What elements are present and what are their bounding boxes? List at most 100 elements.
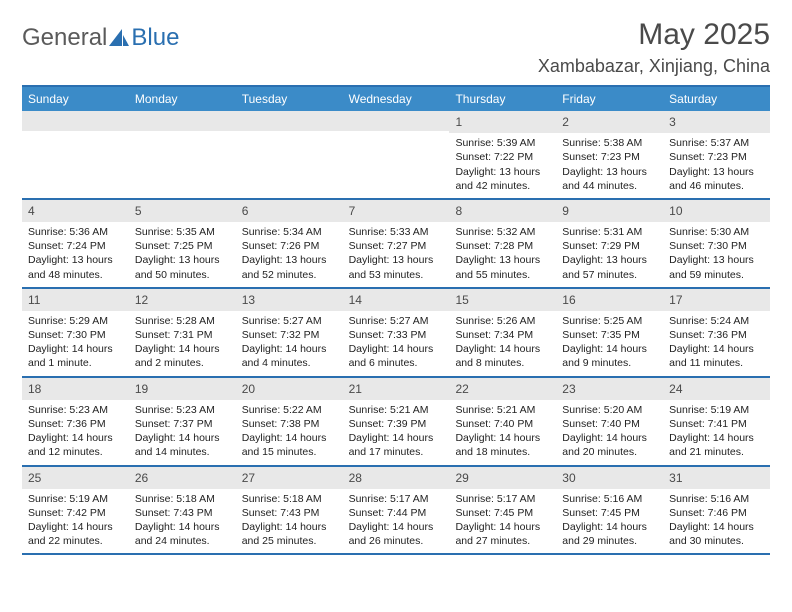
day-cell: 9Sunrise: 5:31 AMSunset: 7:29 PMDaylight…	[556, 200, 663, 287]
day-cell: 13Sunrise: 5:27 AMSunset: 7:32 PMDayligh…	[236, 289, 343, 376]
month-title: May 2025	[538, 18, 770, 52]
day-number: 26	[129, 467, 236, 489]
daylight-text: Daylight: 14 hours and 30 minutes.	[669, 520, 764, 548]
sunrise-text: Sunrise: 5:35 AM	[135, 225, 230, 239]
day-body: Sunrise: 5:30 AMSunset: 7:30 PMDaylight:…	[663, 222, 770, 287]
day-cell: 27Sunrise: 5:18 AMSunset: 7:43 PMDayligh…	[236, 467, 343, 554]
sunrise-text: Sunrise: 5:29 AM	[28, 314, 123, 328]
sunrise-text: Sunrise: 5:19 AM	[28, 492, 123, 506]
daylight-text: Daylight: 14 hours and 22 minutes.	[28, 520, 123, 548]
sunset-text: Sunset: 7:42 PM	[28, 506, 123, 520]
daylight-text: Daylight: 14 hours and 8 minutes.	[455, 342, 550, 370]
day-body: Sunrise: 5:17 AMSunset: 7:45 PMDaylight:…	[449, 489, 556, 554]
day-cell: 1Sunrise: 5:39 AMSunset: 7:22 PMDaylight…	[449, 111, 556, 198]
sunrise-text: Sunrise: 5:25 AM	[562, 314, 657, 328]
day-body: Sunrise: 5:33 AMSunset: 7:27 PMDaylight:…	[343, 222, 450, 287]
daylight-text: Daylight: 13 hours and 50 minutes.	[135, 253, 230, 281]
sunrise-text: Sunrise: 5:17 AM	[455, 492, 550, 506]
day-number: 17	[663, 289, 770, 311]
sunset-text: Sunset: 7:32 PM	[242, 328, 337, 342]
daylight-text: Daylight: 14 hours and 15 minutes.	[242, 431, 337, 459]
week-row: 11Sunrise: 5:29 AMSunset: 7:30 PMDayligh…	[22, 289, 770, 378]
logo: General Blue	[22, 24, 179, 52]
week-row: 25Sunrise: 5:19 AMSunset: 7:42 PMDayligh…	[22, 467, 770, 556]
daylight-text: Daylight: 14 hours and 20 minutes.	[562, 431, 657, 459]
sunrise-text: Sunrise: 5:16 AM	[562, 492, 657, 506]
sunset-text: Sunset: 7:35 PM	[562, 328, 657, 342]
daylight-text: Daylight: 14 hours and 4 minutes.	[242, 342, 337, 370]
day-cell: 14Sunrise: 5:27 AMSunset: 7:33 PMDayligh…	[343, 289, 450, 376]
day-number: 9	[556, 200, 663, 222]
logo-text-2: Blue	[131, 24, 179, 52]
sunset-text: Sunset: 7:45 PM	[562, 506, 657, 520]
day-cell: 25Sunrise: 5:19 AMSunset: 7:42 PMDayligh…	[22, 467, 129, 554]
dow-tue: Tuesday	[236, 87, 343, 111]
day-cell: 29Sunrise: 5:17 AMSunset: 7:45 PMDayligh…	[449, 467, 556, 554]
day-number: 12	[129, 289, 236, 311]
sunrise-text: Sunrise: 5:19 AM	[669, 403, 764, 417]
day-cell	[343, 111, 450, 198]
day-cell: 8Sunrise: 5:32 AMSunset: 7:28 PMDaylight…	[449, 200, 556, 287]
day-body: Sunrise: 5:19 AMSunset: 7:41 PMDaylight:…	[663, 400, 770, 465]
dow-sun: Sunday	[22, 87, 129, 111]
day-cell: 18Sunrise: 5:23 AMSunset: 7:36 PMDayligh…	[22, 378, 129, 465]
daylight-text: Daylight: 14 hours and 18 minutes.	[455, 431, 550, 459]
day-body: Sunrise: 5:24 AMSunset: 7:36 PMDaylight:…	[663, 311, 770, 376]
day-cell: 30Sunrise: 5:16 AMSunset: 7:45 PMDayligh…	[556, 467, 663, 554]
sunset-text: Sunset: 7:25 PM	[135, 239, 230, 253]
daylight-text: Daylight: 13 hours and 57 minutes.	[562, 253, 657, 281]
day-cell: 21Sunrise: 5:21 AMSunset: 7:39 PMDayligh…	[343, 378, 450, 465]
day-body: Sunrise: 5:23 AMSunset: 7:36 PMDaylight:…	[22, 400, 129, 465]
sunset-text: Sunset: 7:45 PM	[455, 506, 550, 520]
daylight-text: Daylight: 14 hours and 21 minutes.	[669, 431, 764, 459]
day-cell: 15Sunrise: 5:26 AMSunset: 7:34 PMDayligh…	[449, 289, 556, 376]
day-cell: 31Sunrise: 5:16 AMSunset: 7:46 PMDayligh…	[663, 467, 770, 554]
sunrise-text: Sunrise: 5:30 AM	[669, 225, 764, 239]
day-number: 21	[343, 378, 450, 400]
day-body: Sunrise: 5:19 AMSunset: 7:42 PMDaylight:…	[22, 489, 129, 554]
sunset-text: Sunset: 7:43 PM	[242, 506, 337, 520]
day-number: 13	[236, 289, 343, 311]
day-body	[22, 131, 129, 191]
day-body: Sunrise: 5:21 AMSunset: 7:40 PMDaylight:…	[449, 400, 556, 465]
day-body: Sunrise: 5:16 AMSunset: 7:45 PMDaylight:…	[556, 489, 663, 554]
day-body: Sunrise: 5:18 AMSunset: 7:43 PMDaylight:…	[236, 489, 343, 554]
day-number: 11	[22, 289, 129, 311]
day-body: Sunrise: 5:17 AMSunset: 7:44 PMDaylight:…	[343, 489, 450, 554]
day-number: 20	[236, 378, 343, 400]
sunset-text: Sunset: 7:30 PM	[28, 328, 123, 342]
day-body: Sunrise: 5:25 AMSunset: 7:35 PMDaylight:…	[556, 311, 663, 376]
day-number: 24	[663, 378, 770, 400]
sunrise-text: Sunrise: 5:18 AM	[242, 492, 337, 506]
day-body: Sunrise: 5:37 AMSunset: 7:23 PMDaylight:…	[663, 133, 770, 198]
sunrise-text: Sunrise: 5:17 AM	[349, 492, 444, 506]
day-number: 18	[22, 378, 129, 400]
daylight-text: Daylight: 14 hours and 11 minutes.	[669, 342, 764, 370]
day-number: 2	[556, 111, 663, 133]
daylight-text: Daylight: 14 hours and 6 minutes.	[349, 342, 444, 370]
day-cell: 22Sunrise: 5:21 AMSunset: 7:40 PMDayligh…	[449, 378, 556, 465]
day-number: 25	[22, 467, 129, 489]
day-body: Sunrise: 5:31 AMSunset: 7:29 PMDaylight:…	[556, 222, 663, 287]
daylight-text: Daylight: 14 hours and 24 minutes.	[135, 520, 230, 548]
sunrise-text: Sunrise: 5:38 AM	[562, 136, 657, 150]
week-row: 4Sunrise: 5:36 AMSunset: 7:24 PMDaylight…	[22, 200, 770, 289]
sunset-text: Sunset: 7:39 PM	[349, 417, 444, 431]
sunrise-text: Sunrise: 5:20 AM	[562, 403, 657, 417]
day-body: Sunrise: 5:29 AMSunset: 7:30 PMDaylight:…	[22, 311, 129, 376]
day-number: 28	[343, 467, 450, 489]
daylight-text: Daylight: 14 hours and 29 minutes.	[562, 520, 657, 548]
day-cell	[236, 111, 343, 198]
sunrise-text: Sunrise: 5:21 AM	[455, 403, 550, 417]
sunset-text: Sunset: 7:43 PM	[135, 506, 230, 520]
day-number	[22, 111, 129, 131]
daylight-text: Daylight: 14 hours and 9 minutes.	[562, 342, 657, 370]
daylight-text: Daylight: 14 hours and 14 minutes.	[135, 431, 230, 459]
daylight-text: Daylight: 13 hours and 52 minutes.	[242, 253, 337, 281]
weeks-container: 1Sunrise: 5:39 AMSunset: 7:22 PMDaylight…	[22, 111, 770, 555]
day-number	[236, 111, 343, 131]
day-number: 22	[449, 378, 556, 400]
week-row: 18Sunrise: 5:23 AMSunset: 7:36 PMDayligh…	[22, 378, 770, 467]
day-body: Sunrise: 5:38 AMSunset: 7:23 PMDaylight:…	[556, 133, 663, 198]
sunrise-text: Sunrise: 5:34 AM	[242, 225, 337, 239]
